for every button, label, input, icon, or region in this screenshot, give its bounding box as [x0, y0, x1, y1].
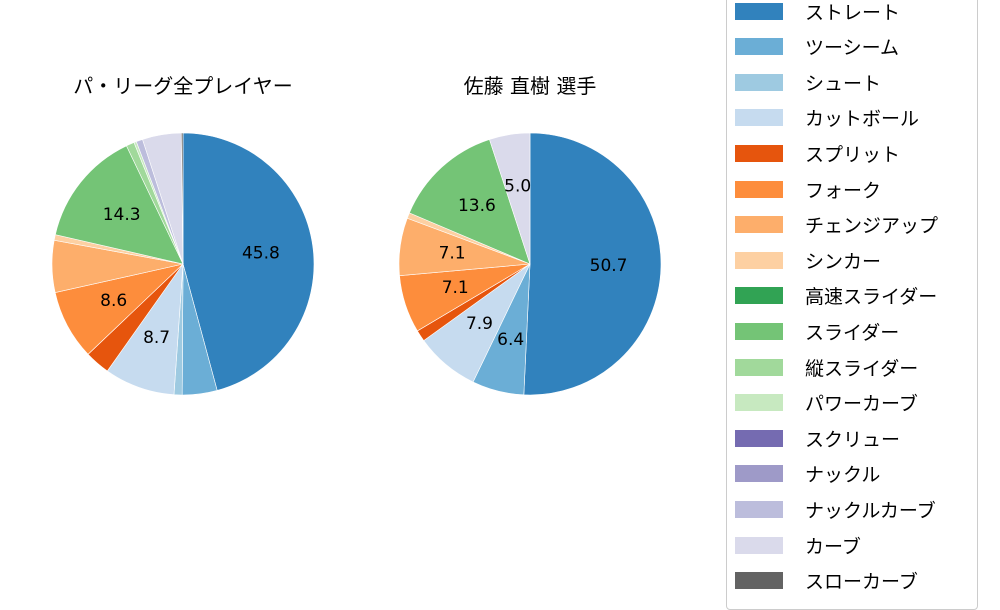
legend-swatch — [735, 358, 783, 376]
slice-percent-label: 7.9 — [466, 314, 493, 334]
legend-swatch — [735, 144, 783, 162]
legend-item: 縦スライダー — [735, 355, 919, 380]
legend-label: スライダー — [805, 321, 900, 344]
slice-percent-label: 8.7 — [143, 328, 170, 348]
legend-swatch — [735, 394, 783, 412]
legend-swatch — [735, 429, 783, 447]
legend-swatch — [735, 572, 783, 590]
legend-swatch — [735, 2, 783, 20]
legend-item: ナックル — [735, 462, 880, 486]
right-chart-title: 佐藤 直樹 選手 — [463, 74, 597, 98]
legend-label: スプリット — [805, 143, 901, 166]
legend-item: スプリット — [735, 141, 901, 166]
legend-swatch — [735, 180, 783, 198]
legend-item: チェンジアップ — [735, 213, 938, 237]
legend-item: シンカー — [735, 248, 882, 273]
legend-label: チェンジアップ — [805, 215, 939, 238]
slice-percent-label: 5.0 — [504, 176, 531, 196]
slice-percent-label: 50.7 — [590, 256, 628, 276]
legend-swatch — [735, 73, 783, 91]
legend-swatch — [735, 322, 783, 340]
legend-item: スローカーブ — [735, 569, 918, 593]
legend-item: カーブ — [735, 533, 861, 558]
legend-item: スライダー — [735, 319, 900, 344]
legend-swatch — [735, 38, 783, 56]
legend-item: スクリュー — [735, 426, 901, 451]
legend-label: ナックルカーブ — [805, 499, 936, 522]
legend-swatch — [735, 536, 783, 554]
legend-label: 高速スライダー — [805, 286, 938, 309]
legend-item: ツーシーム — [735, 35, 899, 59]
legend-label: シュート — [805, 72, 882, 95]
legend-label: パワーカーブ — [805, 393, 918, 416]
legend-label: スクリュー — [805, 428, 901, 451]
left-chart-title: パ・リーグ全プレイヤー — [73, 74, 293, 98]
pie-slice — [489, 132, 531, 265]
pie-slice — [182, 132, 315, 391]
legend-label: スローカーブ — [805, 571, 918, 594]
legend-item: ナックルカーブ — [735, 497, 936, 522]
legend-swatch — [735, 287, 783, 305]
legend-swatch — [735, 465, 783, 483]
legend-swatch — [735, 216, 783, 234]
legend-label: ツーシーム — [805, 37, 900, 60]
legend-swatch — [735, 500, 783, 518]
legend-label: ナックル — [805, 464, 881, 487]
legend-item: パワーカーブ — [735, 391, 918, 415]
slice-percent-label: 8.6 — [100, 291, 127, 311]
slice-percent-label: 7.1 — [439, 244, 466, 264]
legend-label: カーブ — [805, 535, 861, 558]
slice-percent-label: 13.6 — [458, 196, 496, 216]
pie-slice — [523, 132, 662, 396]
slice-percent-label: 14.3 — [103, 205, 141, 225]
legend-label: 縦スライダー — [805, 357, 919, 380]
slice-percent-label: 7.1 — [442, 278, 469, 298]
pie-slice — [408, 139, 531, 265]
legend-label: シンカー — [805, 250, 882, 273]
legend-item: フォーク — [735, 177, 882, 202]
legend-item: 高速スライダー — [735, 284, 937, 308]
league-pie-chart: 45.8 8.7 8.6 14.3 — [51, 132, 315, 396]
pie-slice — [181, 132, 184, 265]
legend-label: ストレート — [805, 1, 901, 24]
legend-swatch — [735, 109, 783, 127]
legend-label: カットボール — [805, 108, 920, 131]
player-pie-chart: 50.7 6.47.9 7.1 7.1 13.6 5.0 — [398, 132, 662, 396]
legend-label: フォーク — [805, 179, 882, 202]
legend-swatch — [735, 251, 783, 269]
legend-item: ストレート — [735, 0, 901, 24]
slice-percent-label: 45.8 — [242, 244, 280, 264]
pie-slice — [54, 145, 184, 265]
slice-percent-label: 6.4 — [497, 330, 524, 350]
legend-item: シュート — [735, 70, 882, 95]
legend: ストレートツーシームシュートカットボール スプリットフォークチェンジアップ シンカー… — [726, 0, 978, 610]
legend-item: カットボール — [735, 106, 919, 130]
